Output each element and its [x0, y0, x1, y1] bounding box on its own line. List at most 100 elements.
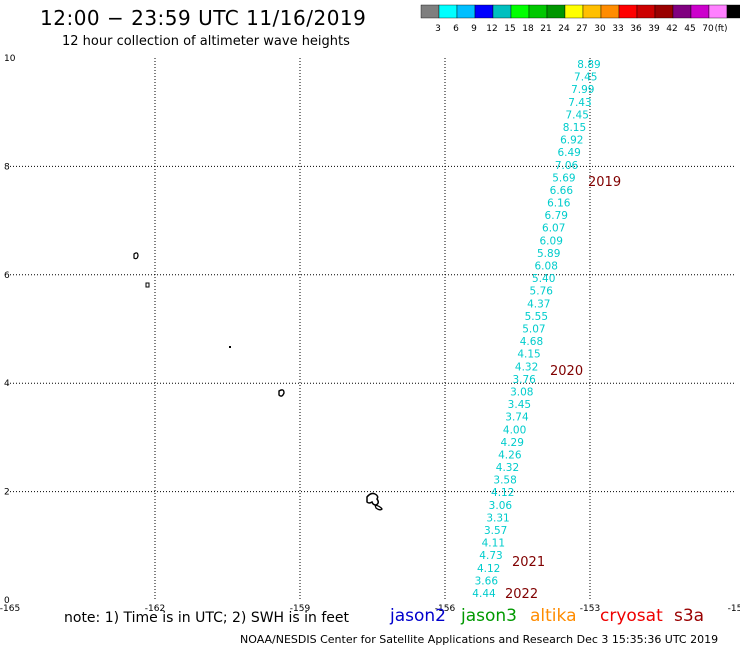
- altimeter-track: 8.897.457.997.437.458.156.926.497.065.69…: [472, 59, 600, 600]
- colorbar-swatch: [600, 4, 620, 19]
- wave-height-label: 3.06: [489, 500, 513, 512]
- time-labels: 2019 2020 2021 2022: [505, 175, 621, 602]
- colorbar-label: 15: [504, 24, 515, 34]
- wave-height-label: 3.76: [512, 374, 536, 386]
- wave-height-label: 3.57: [484, 525, 507, 537]
- wave-height-label: 3.66: [475, 575, 499, 587]
- colorbar-label: 45: [684, 24, 695, 34]
- wave-height-label: 7.45: [566, 109, 589, 121]
- y-tick-label: 2: [4, 488, 10, 498]
- colorbar-label: 12: [486, 24, 497, 34]
- colorbar-label: 3: [435, 24, 441, 34]
- colorbar-swatch: [510, 4, 530, 19]
- wave-height-label: 6.08: [535, 261, 558, 273]
- wave-height-label: 4.68: [520, 336, 543, 348]
- x-tick-label: -156: [435, 604, 456, 614]
- colorbar-swatch: [438, 4, 458, 19]
- map-subtitle: 12 hour collection of altimeter wave hei…: [62, 34, 350, 49]
- time-label: 2021: [512, 555, 545, 570]
- wave-height-label: 5.40: [532, 273, 555, 285]
- island-outline: [366, 492, 380, 506]
- colorbar-label: 21: [540, 24, 551, 34]
- wave-height-label: 5.07: [522, 324, 545, 336]
- wave-height-label: 5.69: [552, 172, 575, 184]
- colorbar-swatch: [528, 4, 548, 19]
- wave-height-label: 7.99: [571, 84, 594, 96]
- wave-height-label: 4.44: [472, 588, 496, 600]
- time-label: 2022: [505, 587, 538, 602]
- wave-height-label: 4.11: [482, 538, 505, 550]
- map-grid: [10, 58, 735, 600]
- island-outline: [133, 252, 139, 260]
- time-label: 2019: [588, 175, 621, 190]
- x-tick-label: -159: [290, 604, 311, 614]
- colorbar-swatch: [690, 4, 710, 19]
- wave-height-label: 4.26: [498, 449, 522, 461]
- wave-height-label: 4.15: [517, 349, 540, 361]
- colorbar-label: 70: [702, 24, 714, 34]
- colorbar-swatch: [420, 4, 440, 19]
- colorbar-label: 18: [522, 24, 534, 34]
- colorbar-swatch: [546, 4, 566, 19]
- wave-height-label: 4.73: [479, 550, 502, 562]
- wave-height-label: 4.32: [515, 361, 538, 373]
- wave-height-label: 4.29: [501, 437, 524, 449]
- y-tick-label: 0: [4, 596, 10, 606]
- wave-height-label: 8.15: [563, 122, 586, 134]
- colorbar-label: 39: [648, 24, 660, 34]
- wave-height-label: 6.92: [560, 135, 583, 147]
- colorbar-label: 30: [594, 24, 606, 34]
- footer-note: note: 1) Time is in UTC; 2) SWH is in fe…: [64, 610, 350, 626]
- wave-height-label: 6.66: [550, 185, 574, 197]
- colorbar-swatch: [708, 4, 728, 19]
- y-tick-label: 8: [4, 162, 10, 172]
- wave-height-label: 5.76: [530, 286, 554, 298]
- time-label: 2020: [550, 364, 583, 379]
- colorbar: 3 6 9 12 15 18 21 24 27 30 33 36 39 42 45 70 (ft): [420, 4, 740, 34]
- wave-height-label: 4.00: [503, 424, 526, 436]
- mission-s3a: s3a: [674, 606, 705, 626]
- wave-height-label: 3.31: [486, 512, 509, 524]
- credits: NOAA/NESDIS Center for Satellite Applica…: [240, 633, 719, 646]
- x-tick-label: -15: [728, 604, 740, 614]
- wave-height-label: 7.45: [574, 72, 597, 84]
- colorbar-label: 36: [630, 24, 642, 34]
- colorbar-label: 42: [666, 24, 677, 34]
- wave-height-label: 6.49: [557, 147, 580, 159]
- wave-height-label: 3.74: [505, 412, 529, 424]
- colorbar-label: 6: [453, 24, 459, 34]
- colorbar-swatch: [636, 4, 656, 19]
- wave-height-label: 5.55: [525, 311, 548, 323]
- island-outline: [374, 504, 383, 511]
- wave-height-label: 6.07: [542, 223, 565, 235]
- map-title: 12:00 − 23:59 UTC 11/16/2019: [40, 6, 367, 30]
- wave-height-label: 3.08: [510, 386, 533, 398]
- wave-height-label: 4.32: [496, 462, 519, 474]
- island-outline: [229, 346, 231, 348]
- colorbar-label: 33: [612, 24, 623, 34]
- colorbar-unit: (ft): [715, 24, 728, 34]
- wave-height-label: 6.09: [540, 235, 563, 247]
- wave-height-label: 3.45: [508, 399, 531, 411]
- colorbar-swatch: [492, 4, 512, 19]
- colorbar-swatch: [672, 4, 692, 19]
- wave-height-label: 4.37: [527, 298, 550, 310]
- wave-height-label: 3.58: [493, 475, 516, 487]
- wave-height-label: 6.79: [545, 210, 568, 222]
- colorbar-label: 24: [558, 24, 570, 34]
- wave-height-label: 6.16: [547, 198, 571, 210]
- wave-height-label: 4.12: [491, 487, 514, 499]
- colorbar-swatch: [564, 4, 584, 19]
- y-tick-label: 6: [4, 271, 10, 281]
- axis-ticks: -165 -162 -159 -156 -153 -15 10 8 6 4 2 0: [0, 54, 740, 614]
- y-tick-label: 4: [4, 379, 10, 389]
- wave-height-label: 4.12: [477, 563, 500, 575]
- wave-height-label: 7.06: [555, 160, 579, 172]
- colorbar-swatch: [618, 4, 638, 19]
- wave-height-label: 8.89: [577, 59, 600, 71]
- colorbar-label: 27: [576, 24, 587, 34]
- islands: [133, 252, 383, 511]
- colorbar-swatch: [474, 4, 494, 19]
